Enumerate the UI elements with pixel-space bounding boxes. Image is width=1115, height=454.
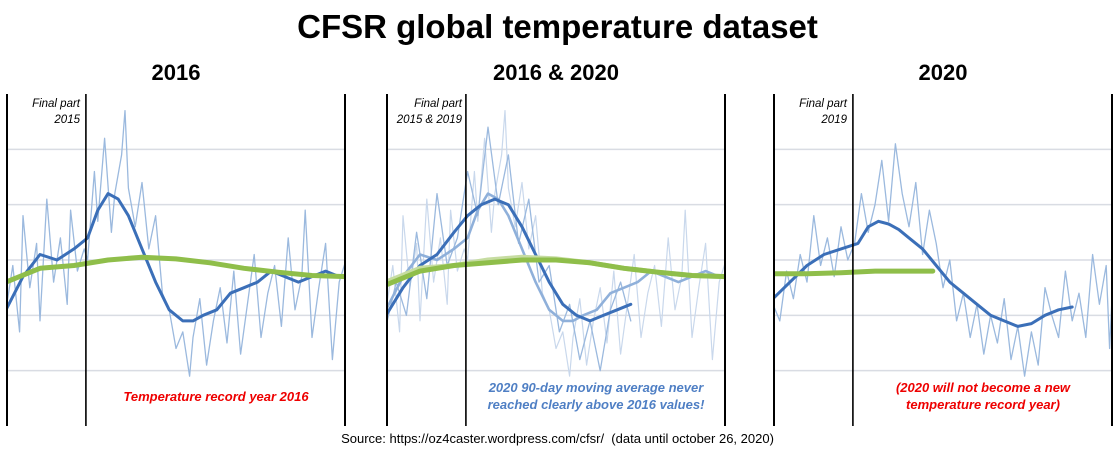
panel-title-2020: 2020 <box>918 60 968 85</box>
chart-panel-2016-2020: Final part 2015 & 2019 2020 90-day movin… <box>386 94 726 426</box>
chart-note: (2020 will not become a new temperature … <box>855 379 1111 413</box>
series-line-daily_faded <box>386 110 726 377</box>
source-caption: Source: https://oz4caster.wordpress.com/… <box>341 431 774 446</box>
corner-label-line: Final part <box>414 98 462 110</box>
series-line-baseline <box>773 268 936 277</box>
chart-svg-2016 <box>6 94 346 426</box>
series-line-avg90 <box>6 192 346 323</box>
series-line-baseline <box>6 254 346 285</box>
corner-label-line: 2019 <box>821 114 847 126</box>
corner-label-line: Final part <box>32 98 80 110</box>
chart-note-line: reached clearly above 2016 values! <box>487 397 705 412</box>
corner-label: Final part 2015 <box>6 96 80 128</box>
chart-note: 2020 90-day moving average never reached… <box>468 379 724 413</box>
corner-label-line: 2015 & 2019 <box>396 114 462 126</box>
chart-note-line: (2020 will not become a new <box>895 380 1071 395</box>
panel-title-2016-2020: 2016 & 2020 <box>493 60 619 85</box>
chart-note-line: Temperature record year 2016 <box>123 389 309 404</box>
series-line-daily <box>386 126 632 372</box>
chart-svg-2016-2020 <box>386 94 726 426</box>
series-line-baseline <box>386 257 726 288</box>
chart-note-line: 2020 90-day moving average never <box>488 380 704 395</box>
series-line-daily <box>773 143 1113 377</box>
panel-title-2016: 2016 <box>151 60 201 85</box>
chart-panel-2016: Final part 2015 Temperature record year … <box>6 94 346 426</box>
chart-note-line: temperature record year) <box>906 397 1060 412</box>
corner-label-line: 2015 <box>54 114 80 126</box>
series-line-avg90 <box>386 197 633 323</box>
corner-label-line: Final part <box>799 98 847 110</box>
chart-note: Temperature record year 2016 <box>88 388 344 405</box>
series-line-avg90 <box>773 219 1074 328</box>
series-line-daily <box>6 109 346 377</box>
series-line-avg90_faded <box>386 192 726 323</box>
corner-label: Final part 2019 <box>773 96 847 128</box>
main-title: CFSR global temperature dataset <box>297 8 818 45</box>
chart-panel-2020: Final part 2019 (2020 will not become a … <box>773 94 1113 426</box>
chart-svg-2020 <box>773 94 1113 426</box>
corner-label: Final part 2015 & 2019 <box>386 96 462 128</box>
